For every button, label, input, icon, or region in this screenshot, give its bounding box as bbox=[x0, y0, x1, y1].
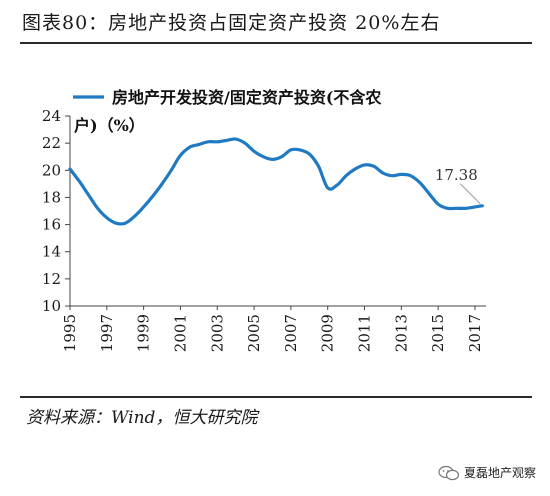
annotation-label: 17.38 bbox=[435, 166, 478, 184]
line-chart: 10 12 14 16 18 20 22 24 1995 1997 1999 2001 2003 200… bbox=[42, 88, 486, 352]
x-tick-label: 1995 bbox=[61, 314, 79, 352]
x-tick-label: 2013 bbox=[392, 314, 410, 352]
x-tick-label: 2015 bbox=[429, 314, 447, 352]
x-tick-label: 2009 bbox=[319, 314, 337, 352]
legend-label-line-2: 户)（%） bbox=[74, 116, 145, 135]
title-divider bbox=[20, 42, 532, 44]
y-tick-label: 10 bbox=[42, 297, 61, 315]
y-axis-ticks: 10 12 14 16 18 20 22 24 bbox=[42, 107, 70, 315]
watermark-text: 夏磊地产观察 bbox=[463, 466, 536, 480]
wechat-icon bbox=[438, 465, 460, 480]
y-tick-label: 12 bbox=[42, 270, 61, 288]
source-divider bbox=[20, 396, 532, 398]
x-tick-label: 2001 bbox=[171, 314, 189, 352]
series-line bbox=[68, 137, 484, 226]
x-tick-label: 2017 bbox=[466, 314, 484, 352]
annotation-leader bbox=[459, 183, 481, 205]
annotations: 17.38 bbox=[435, 166, 481, 205]
legend-label-line-1: 房地产开发投资/固定资产投资(不含农 bbox=[112, 88, 381, 107]
y-tick-label: 16 bbox=[42, 216, 61, 234]
x-tick-label: 2007 bbox=[282, 314, 300, 352]
x-tick-label: 2011 bbox=[356, 314, 374, 352]
x-axis-ticks: 1995 1997 1999 2001 2003 2005 2007 2009 2011 2013… bbox=[61, 306, 484, 352]
y-tick-label: 24 bbox=[42, 107, 61, 125]
x-tick-label: 2005 bbox=[245, 314, 263, 352]
x-tick-label: 2003 bbox=[208, 314, 226, 352]
legend: 房地产开发投资/固定资产投资(不含农 户)（%） bbox=[73, 88, 381, 135]
y-tick-label: 22 bbox=[42, 134, 61, 152]
figure-title: 图表80：房地产投资占固定资产投资 20%左右 bbox=[22, 12, 441, 34]
y-tick-label: 20 bbox=[42, 161, 61, 179]
x-tick-label: 1999 bbox=[135, 314, 153, 352]
y-tick-label: 14 bbox=[42, 243, 61, 261]
x-tick-label: 1997 bbox=[98, 314, 116, 352]
series-layer bbox=[68, 137, 484, 226]
y-tick-label: 18 bbox=[42, 188, 61, 206]
watermark: 夏磊地产观察 bbox=[438, 464, 536, 481]
source-note: 资料来源：Wind，恒大研究院 bbox=[26, 408, 258, 428]
axes bbox=[69, 116, 486, 307]
